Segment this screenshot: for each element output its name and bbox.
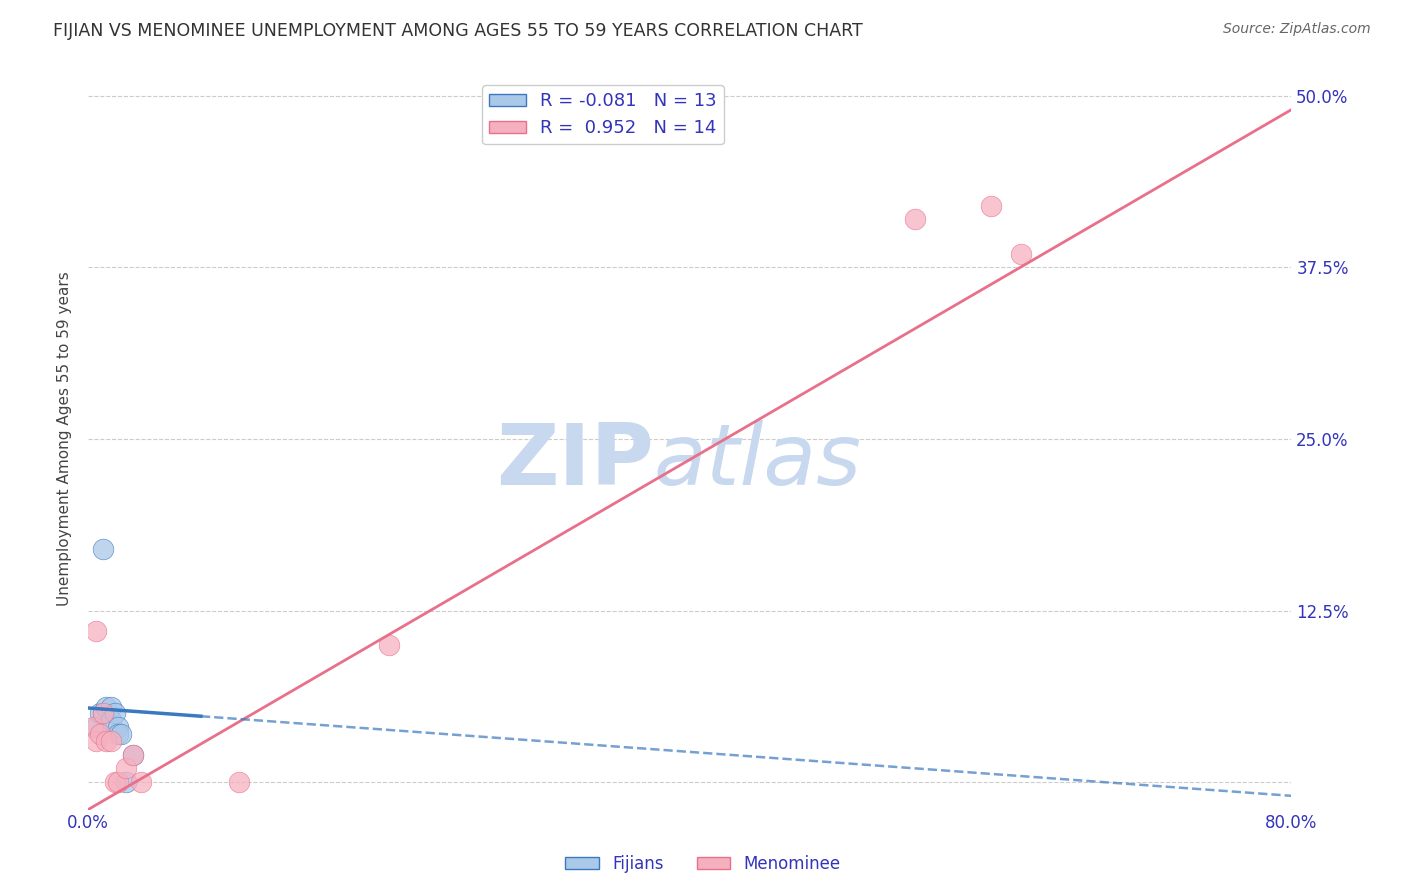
- Y-axis label: Unemployment Among Ages 55 to 59 years: Unemployment Among Ages 55 to 59 years: [58, 272, 72, 607]
- Point: [114, 775, 136, 789]
- Point: [100, 699, 122, 714]
- Point: [89, 706, 111, 721]
- Point: [100, 714, 122, 728]
- Text: FIJIAN VS MENOMINEE UNEMPLOYMENT AMONG AGES 55 TO 59 YEARS CORRELATION CHART: FIJIAN VS MENOMINEE UNEMPLOYMENT AMONG A…: [53, 22, 863, 40]
- Point: [96, 734, 118, 748]
- Point: [228, 775, 250, 789]
- Point: [122, 747, 145, 762]
- Point: [1010, 247, 1032, 261]
- Point: [107, 720, 129, 734]
- Point: [129, 775, 152, 789]
- Point: [84, 720, 107, 734]
- Point: [114, 761, 136, 775]
- Point: [91, 706, 114, 721]
- Point: [84, 624, 107, 639]
- Text: ZIP: ZIP: [496, 420, 654, 503]
- Text: atlas: atlas: [654, 420, 862, 503]
- Point: [104, 775, 127, 789]
- Point: [378, 638, 401, 652]
- Point: [122, 747, 145, 762]
- Point: [91, 541, 114, 556]
- Point: [107, 775, 129, 789]
- Point: [84, 734, 107, 748]
- Legend: Fijians, Menominee: Fijians, Menominee: [558, 848, 848, 880]
- Point: [96, 699, 118, 714]
- Point: [82, 720, 104, 734]
- Point: [91, 706, 114, 721]
- Point: [107, 727, 129, 741]
- Point: [980, 199, 1002, 213]
- Legend: R = -0.081   N = 13, R =  0.952   N = 14: R = -0.081 N = 13, R = 0.952 N = 14: [482, 85, 724, 145]
- Point: [100, 734, 122, 748]
- Point: [89, 727, 111, 741]
- Point: [110, 727, 132, 741]
- Point: [904, 212, 927, 227]
- Text: Source: ZipAtlas.com: Source: ZipAtlas.com: [1223, 22, 1371, 37]
- Point: [104, 706, 127, 721]
